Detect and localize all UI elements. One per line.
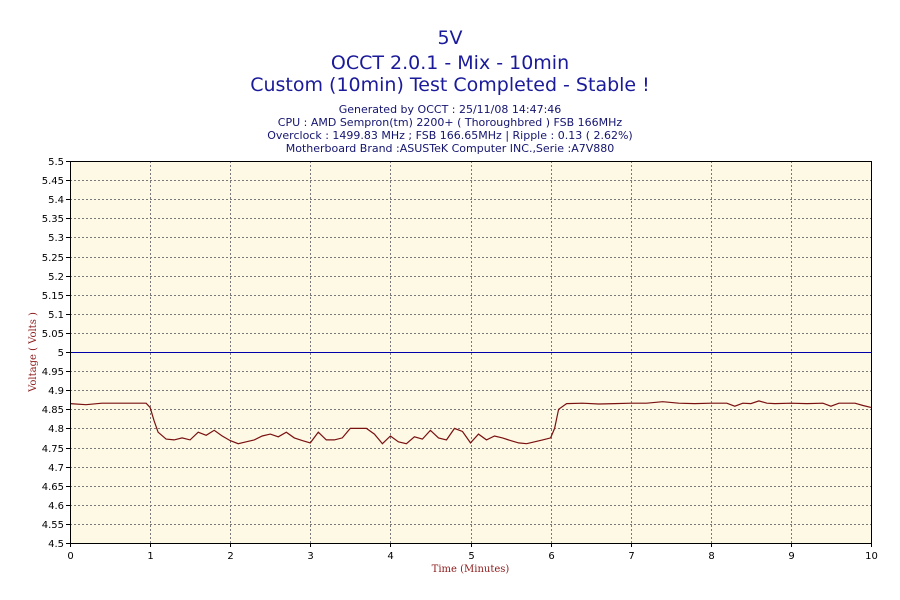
x-tick-label: 3 [307, 551, 313, 562]
info-overclock: Overclock : 1499.83 MHz ; FSB 166.65MHz … [267, 129, 633, 142]
y-tick-label: 5.05 [42, 329, 64, 340]
y-tick-label: 5 [58, 348, 64, 359]
info-generated: Generated by OCCT : 25/11/08 14:47:46 [338, 103, 562, 116]
y-tick-label: 5.5 [48, 157, 64, 168]
y-tick-label: 5.45 [42, 176, 64, 187]
x-tick-label: 8 [708, 551, 714, 562]
x-tick-label: 6 [548, 551, 554, 562]
x-axis-ticks: 0 1 2 3 4 5 6 7 8 9 10 [67, 543, 878, 562]
y-tick-label: 4.95 [42, 367, 64, 378]
y-tick-label: 5.35 [42, 214, 64, 225]
y-tick-label: 4.75 [42, 444, 64, 455]
y-tick-label: 4.65 [42, 482, 64, 493]
x-tick-label: 4 [387, 551, 393, 562]
info-motherboard: Motherboard Brand :ASUSTeK Computer INC.… [285, 142, 615, 155]
y-tick-label: 5.15 [42, 291, 64, 302]
chart-subtitle: OCCT 2.0.1 - Mix - 10min [330, 52, 570, 74]
y-axis-ticks: 4.5 4.55 4.6 4.65 4.7 4.75 4.8 4.85 4.9 4.95 5 5.05… [42, 157, 70, 550]
y-tick-label: 4.7 [48, 463, 64, 474]
y-tick-label: 5.1 [48, 310, 64, 321]
y-tick-label: 4.5 [48, 539, 64, 550]
y-tick-label: 5.4 [48, 195, 64, 206]
x-tick-label: 5 [468, 551, 474, 562]
y-tick-label: 4.8 [48, 424, 64, 435]
chart-title: 5V [437, 27, 463, 49]
x-tick-label: 7 [628, 551, 634, 562]
info-cpu: CPU : AMD Sempron(tm) 2200+ ( Thoroughbr… [277, 116, 623, 129]
x-tick-label: 2 [227, 551, 233, 562]
x-axis-label: Time (Minutes) [432, 564, 510, 575]
test-status: Custom (10min) Test Completed - Stable ! [250, 74, 650, 96]
grid-lines [70, 161, 871, 543]
info-block: Generated by OCCT : 25/11/08 14:47:46 CP… [0, 103, 900, 155]
y-tick-label: 5.3 [48, 233, 64, 244]
x-tick-label: 0 [67, 551, 73, 562]
y-tick-label: 4.9 [48, 386, 64, 397]
x-tick-label: 1 [147, 551, 153, 562]
x-tick-label: 9 [788, 551, 794, 562]
y-tick-label: 4.55 [42, 520, 64, 531]
y-axis-label: Voltage ( Volts ) [28, 312, 39, 393]
x-tick-label: 10 [865, 551, 878, 562]
series-line-5v [69, 400, 872, 445]
y-tick-label: 4.6 [48, 501, 64, 512]
y-tick-label: 5.2 [48, 272, 64, 283]
y-tick-label: 4.85 [42, 405, 64, 416]
y-tick-label: 5.25 [42, 253, 64, 264]
